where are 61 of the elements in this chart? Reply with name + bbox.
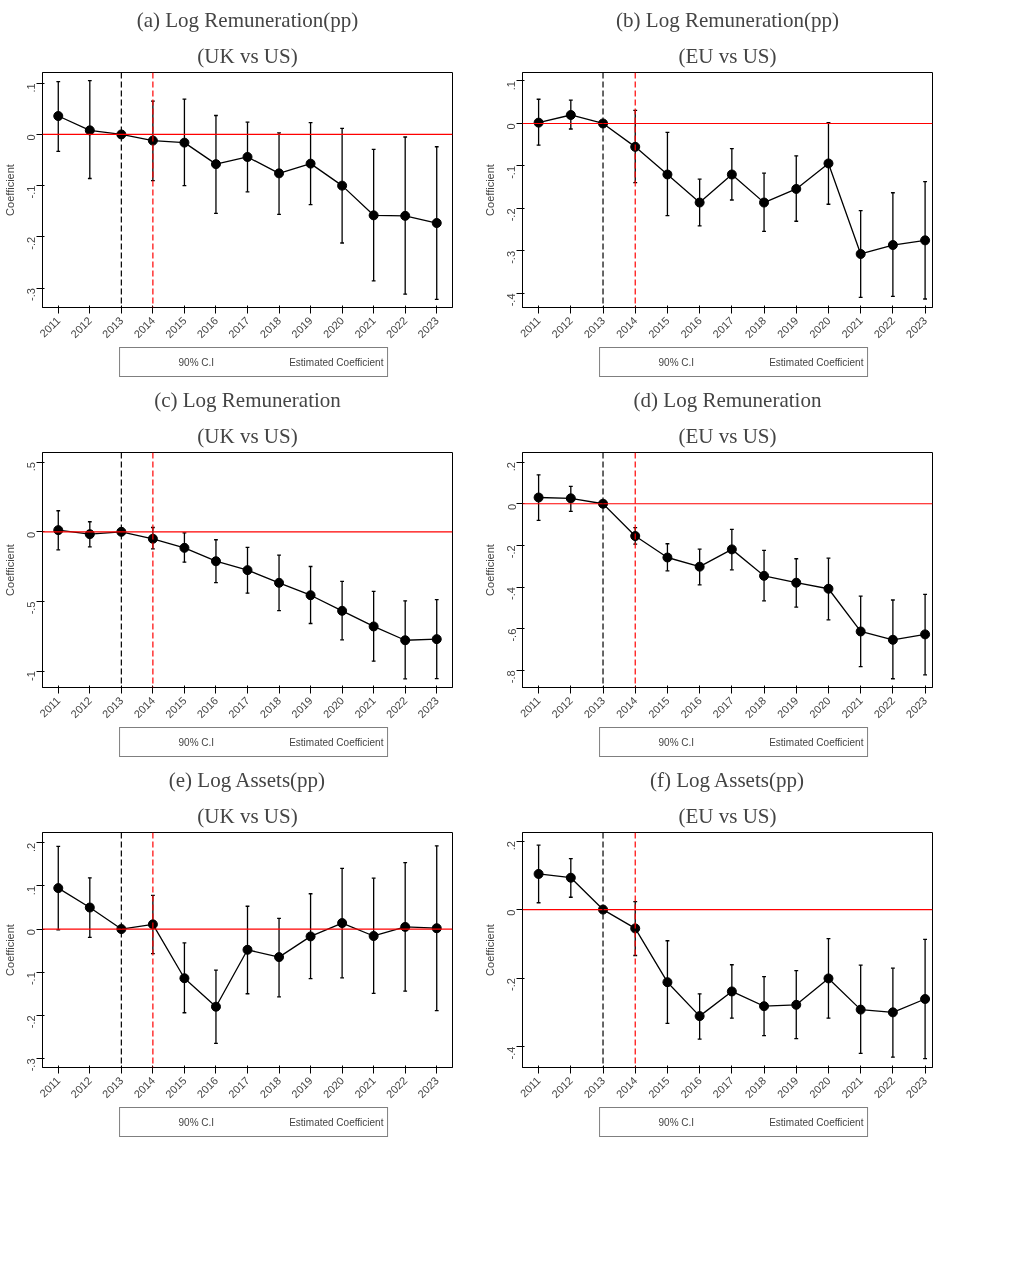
y-tick-label: 0 — [505, 909, 518, 916]
y-tick-label: -.2 — [25, 1015, 38, 1029]
chart-subtitle: (EU vs US) — [678, 43, 777, 68]
y-tick-label: -.6 — [505, 628, 518, 642]
y-axis-title: Coefficient — [3, 924, 16, 976]
y-axis-title: Coefficient — [483, 164, 496, 216]
text: Estimated Coefficient — [769, 356, 864, 368]
y-tick-label: 0 — [505, 123, 518, 130]
y-axis-title: Coefficient — [3, 544, 16, 596]
text: 90% C.I — [658, 356, 695, 368]
text: Estimated Coefficient — [769, 1116, 864, 1128]
y-tick-label: -.8 — [505, 670, 518, 684]
y-tick-label: .1 — [25, 885, 38, 896]
y-tick-label: -.2 — [25, 236, 38, 250]
y-tick-label: .1 — [505, 80, 518, 91]
chart-subtitle: (UK vs US) — [197, 43, 298, 68]
text: 90% C.I — [178, 1116, 215, 1128]
text: Estimated Coefficient — [289, 356, 384, 368]
y-tick-label: 0 — [25, 929, 38, 936]
text: Estimated Coefficient — [769, 736, 864, 748]
y-axis-title: Coefficient — [3, 164, 16, 216]
chart-title: (c) Log Remuneration — [154, 387, 342, 412]
y-tick-label: -.3 — [25, 1058, 38, 1072]
y-tick-label: -.2 — [505, 208, 518, 222]
text: 90% C.I — [658, 1116, 695, 1128]
y-tick-label: -.1 — [25, 972, 38, 986]
chart-title: (d) Log Remuneration — [633, 387, 822, 412]
chart-title: (a) Log Remuneration(pp) — [136, 7, 359, 32]
y-tick-label: -.4 — [505, 293, 518, 307]
y-tick-label: -.1 — [505, 165, 518, 179]
chart-subtitle: (UK vs US) — [197, 803, 298, 828]
y-tick-label: -.5 — [25, 601, 38, 615]
y-tick-label: 0 — [505, 503, 518, 510]
y-tick-label: .2 — [505, 841, 518, 851]
text: 90% C.I — [658, 736, 695, 748]
text: Estimated Coefficient — [289, 1116, 384, 1128]
chart-subtitle: (EU vs US) — [678, 803, 777, 828]
y-tick-label: -.2 — [505, 545, 518, 559]
y-axis-title: Coefficient — [483, 544, 496, 596]
y-tick-label: -.2 — [505, 978, 518, 991]
y-tick-label: .2 — [505, 462, 518, 472]
text: 90% C.I — [178, 736, 215, 748]
y-tick-label: .2 — [25, 842, 38, 853]
chart-title: (f) Log Assets(pp) — [649, 767, 804, 792]
y-tick-label: .1 — [25, 83, 38, 93]
y-tick-label: -.3 — [505, 250, 518, 264]
y-tick-label: -.4 — [505, 1046, 518, 1060]
text: Estimated Coefficient — [289, 736, 384, 748]
y-tick-label: 0 — [25, 134, 38, 141]
y-tick-label: -.3 — [25, 288, 38, 301]
y-tick-label: -1 — [25, 671, 38, 681]
text: 90% C.I — [178, 356, 215, 368]
y-tick-label: 0 — [25, 531, 38, 538]
chart-title: (e) Log Assets(pp) — [168, 767, 326, 792]
y-tick-label: -.1 — [25, 185, 38, 199]
y-tick-label: -.4 — [505, 587, 518, 600]
chart-subtitle: (EU vs US) — [678, 423, 777, 448]
chart-title: (b) Log Remuneration(pp) — [616, 7, 839, 32]
y-axis-title: Coefficient — [483, 924, 496, 976]
y-tick-label: .5 — [25, 462, 38, 472]
chart-subtitle: (UK vs US) — [197, 423, 298, 448]
